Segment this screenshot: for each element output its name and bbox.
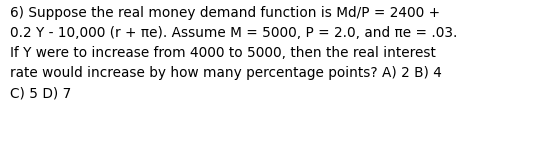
- Text: 6) Suppose the real money demand function is Md/P = 2400 +
0.2 Y - 10,000 (r + π: 6) Suppose the real money demand functio…: [10, 6, 458, 100]
